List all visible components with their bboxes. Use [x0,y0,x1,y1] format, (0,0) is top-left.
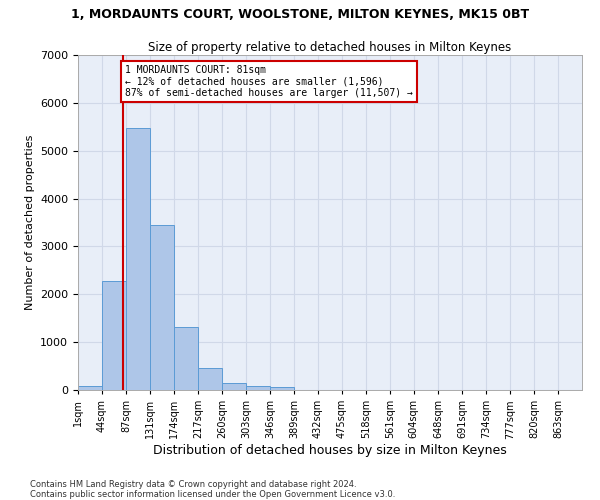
Bar [246,386,270,390]
Bar [198,368,222,390]
Bar [78,386,102,390]
Bar [102,281,126,390]
Bar [126,128,150,390]
Bar [222,382,246,390]
Title: Size of property relative to detached houses in Milton Keynes: Size of property relative to detached ho… [148,41,512,54]
X-axis label: Distribution of detached houses by size in Milton Keynes: Distribution of detached houses by size … [153,444,507,457]
Text: Contains HM Land Registry data © Crown copyright and database right 2024.
Contai: Contains HM Land Registry data © Crown c… [30,480,395,499]
Bar [270,388,294,390]
Y-axis label: Number of detached properties: Number of detached properties [25,135,35,310]
Bar [151,226,175,390]
Text: 1, MORDAUNTS COURT, WOOLSTONE, MILTON KEYNES, MK15 0BT: 1, MORDAUNTS COURT, WOOLSTONE, MILTON KE… [71,8,529,20]
Bar [175,328,198,390]
Text: 1 MORDAUNTS COURT: 81sqm
← 12% of detached houses are smaller (1,596)
87% of sem: 1 MORDAUNTS COURT: 81sqm ← 12% of detach… [125,64,413,98]
